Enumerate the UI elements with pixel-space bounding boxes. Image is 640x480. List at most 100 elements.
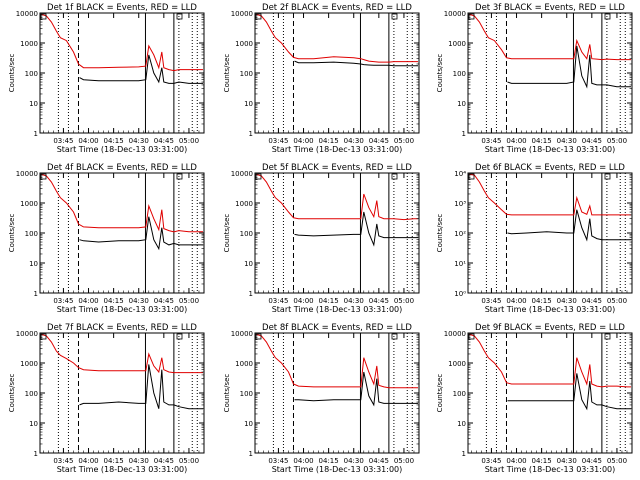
y-tick-label: 1: [249, 290, 253, 298]
x-tick-label: 04:00: [78, 137, 98, 145]
x-tick-label: 03:45: [268, 457, 288, 465]
y-axis-label: Counts/sec: [223, 214, 231, 253]
panel-det-5: Det 5f BLACK = Events, RED = LLD 1 10 100 10…: [223, 163, 420, 314]
y-tick-label: 1: [34, 450, 38, 458]
x-tick-label: 04:30: [557, 297, 577, 305]
corner-marker: [176, 173, 183, 180]
x-axis-label: Start Time (18-Dec-13 03:31:00): [485, 465, 616, 474]
lld-series-line: [41, 173, 203, 233]
x-axis-label: Start Time (18-Dec-13 03:31:00): [272, 305, 403, 314]
corner-marker: [40, 173, 47, 180]
x-tick-label: 03:45: [481, 457, 501, 465]
plot-frame: [254, 172, 420, 294]
y-tick-label: 10000: [231, 170, 253, 178]
x-tick-label: 04:00: [293, 457, 313, 465]
x-tick-label: 03:45: [481, 137, 501, 145]
x-axis-label: Start Time (18-Dec-13 03:31:00): [485, 145, 616, 154]
x-tick-label: 04:15: [319, 297, 339, 305]
plot-frame: [254, 332, 420, 454]
y-tick-label: 10000: [231, 330, 253, 338]
corner-marker: [468, 333, 475, 340]
events-series-line: [294, 60, 418, 67]
y-tick-label: 10: [29, 100, 38, 108]
x-tick-label: 03:45: [53, 457, 73, 465]
panel-det-3: Det 3f BLACK = Events, RED = LLD 1 10 100 10…: [436, 3, 633, 154]
x-tick-label: 04:45: [369, 297, 389, 305]
y-tick-label: 10: [457, 100, 466, 108]
x-tick-label: 03:45: [53, 137, 73, 145]
y-tick-label: 10⁴: [454, 170, 466, 178]
y-tick-label: 100: [453, 390, 466, 398]
y-tick-label: 10: [244, 260, 253, 268]
y-tick-label: 1: [34, 130, 38, 138]
x-tick-label: 04:15: [532, 457, 552, 465]
y-tick-label: 10000: [231, 10, 253, 18]
y-axis-label: Counts/sec: [436, 54, 444, 93]
x-tick-label: 04:30: [129, 137, 149, 145]
corner-marker: [604, 333, 611, 340]
events-series-line: [507, 373, 631, 411]
y-tick-label: 100: [25, 230, 38, 238]
x-axis-label: Start Time (18-Dec-13 03:31:00): [57, 305, 188, 314]
x-tick-label: 04:15: [104, 297, 124, 305]
lld-series-line: [256, 173, 418, 221]
x-tick-label: 05:00: [394, 137, 414, 145]
panel-det-1: Det 1f BLACK = Events, RED = LLD 1 10 100 10…: [8, 3, 205, 154]
lld-series-line: [469, 333, 631, 388]
events-series-line: [79, 364, 203, 410]
panel-title: Det 4f BLACK = Events, RED = LLD: [47, 163, 197, 173]
y-tick-label: 10000: [444, 10, 466, 18]
panel-det-6: Det 6f BLACK = Events, RED = LLD 10⁰ 10¹ 10…: [436, 163, 633, 314]
events-series-line: [294, 211, 418, 247]
plot-frame: [254, 12, 420, 134]
panel-det-4: Det 4f BLACK = Events, RED = LLD 1 10 100 10…: [8, 163, 205, 314]
y-axis-label: Counts/sec: [436, 214, 444, 253]
y-tick-label: 1: [462, 450, 466, 458]
y-tick-label: 10: [244, 100, 253, 108]
corner-marker: [468, 13, 475, 20]
x-tick-label: 03:45: [268, 297, 288, 305]
events-series-line: [79, 54, 203, 84]
x-tick-label: 04:15: [104, 457, 124, 465]
x-tick-label: 04:45: [369, 137, 389, 145]
x-tick-label: 04:15: [532, 137, 552, 145]
y-tick-label: 1000: [20, 360, 38, 368]
x-tick-label: 04:45: [369, 457, 389, 465]
x-tick-label: 05:00: [607, 137, 627, 145]
y-tick-label: 10⁰: [454, 290, 466, 298]
panel-title: Det 5f BLACK = Events, RED = LLD: [262, 163, 412, 173]
x-tick-label: 04:15: [319, 457, 339, 465]
x-axis-label: Start Time (18-Dec-13 03:31:00): [485, 305, 616, 314]
x-tick-label: 04:45: [154, 297, 174, 305]
y-axis-label: Counts/sec: [436, 374, 444, 413]
x-tick-label: 04:15: [532, 297, 552, 305]
y-tick-label: 10¹: [454, 260, 466, 268]
corner-marker: [468, 173, 475, 180]
events-series-line: [294, 371, 418, 407]
x-tick-label: 05:00: [179, 457, 199, 465]
x-tick-label: 04:00: [506, 457, 526, 465]
corner-marker: [604, 13, 611, 20]
panel-title: Det 8f BLACK = Events, RED = LLD: [262, 323, 412, 333]
y-tick-label: 100: [25, 70, 38, 78]
plot-frame: [467, 12, 633, 134]
y-tick-label: 10000: [444, 330, 466, 338]
corner-marker: [255, 13, 262, 20]
panel-det-9: Det 9f BLACK = Events, RED = LLD 1 10 100 10…: [436, 323, 633, 474]
corner-marker: [176, 333, 183, 340]
y-tick-label: 100: [25, 390, 38, 398]
lld-series-line: [469, 13, 631, 61]
panel-title: Det 3f BLACK = Events, RED = LLD: [475, 3, 625, 13]
y-tick-label: 1000: [235, 40, 253, 48]
x-tick-label: 04:45: [154, 457, 174, 465]
y-tick-label: 10²: [454, 230, 466, 238]
y-axis-label: Counts/sec: [8, 54, 16, 93]
y-tick-label: 1000: [20, 40, 38, 48]
x-tick-label: 04:00: [293, 297, 313, 305]
y-axis-label: Counts/sec: [8, 214, 16, 253]
lld-series-line: [256, 333, 418, 389]
lld-series-line: [41, 333, 203, 374]
x-tick-label: 04:00: [506, 137, 526, 145]
y-tick-label: 1000: [235, 200, 253, 208]
